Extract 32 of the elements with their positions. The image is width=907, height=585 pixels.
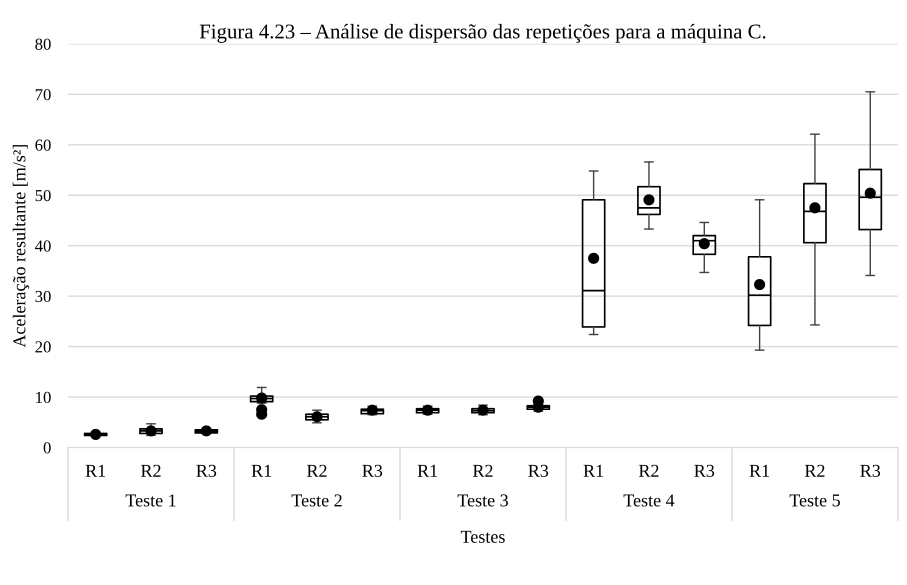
x-tick-label: R1 [750, 464, 770, 477]
y-tick-label: 20 [35, 341, 51, 353]
x-tick-label: R1 [418, 464, 438, 477]
y-tick-label: 30 [35, 290, 51, 302]
y-tick-label: 60 [35, 139, 51, 151]
x-tick-label: R3 [528, 464, 548, 477]
y-tick-label: 70 [36, 89, 51, 100]
text: Teste 1 [126, 494, 176, 507]
text: Teste 2 [292, 494, 342, 507]
text: Teste 3 [458, 494, 508, 507]
y-tick-label: 80 [35, 38, 51, 50]
x-tick-label: R2 [638, 464, 658, 477]
x-tick-label: R3 [860, 464, 880, 477]
y-tick-label: 0 [44, 442, 51, 454]
x-tick-label: R2 [804, 464, 824, 477]
x-tick-label: R3 [694, 464, 714, 477]
y-axis-title: Aceleração resultante [m/s²] [12, 145, 30, 348]
x-tick-label: R3 [196, 464, 216, 477]
x-tick-label: R1 [86, 464, 106, 477]
x-axis-title: Testes [460, 530, 505, 543]
y-tick-label: 10 [36, 392, 51, 404]
x-tick-label: R2 [306, 464, 327, 477]
x-tick-label: R2 [141, 464, 161, 477]
x-tick-label: R1 [252, 464, 272, 477]
x-tick-label: R2 [472, 464, 493, 477]
x-tick-label: R1 [584, 464, 604, 477]
chart-title: Figura 4.23 – Análise de dispersão das repetições para a máquina C. [200, 24, 766, 43]
y-tick-label: 40 [35, 240, 51, 252]
text: Teste 5 [790, 494, 840, 507]
x-tick-label: R3 [362, 464, 382, 477]
y-tick-label: 50 [36, 190, 51, 202]
text: Teste 4 [624, 494, 674, 507]
